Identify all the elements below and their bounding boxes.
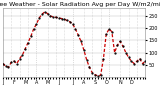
Title: Milwaukee Weather - Solar Radiation Avg per Day W/m2/minute: Milwaukee Weather - Solar Radiation Avg …	[0, 2, 160, 7]
